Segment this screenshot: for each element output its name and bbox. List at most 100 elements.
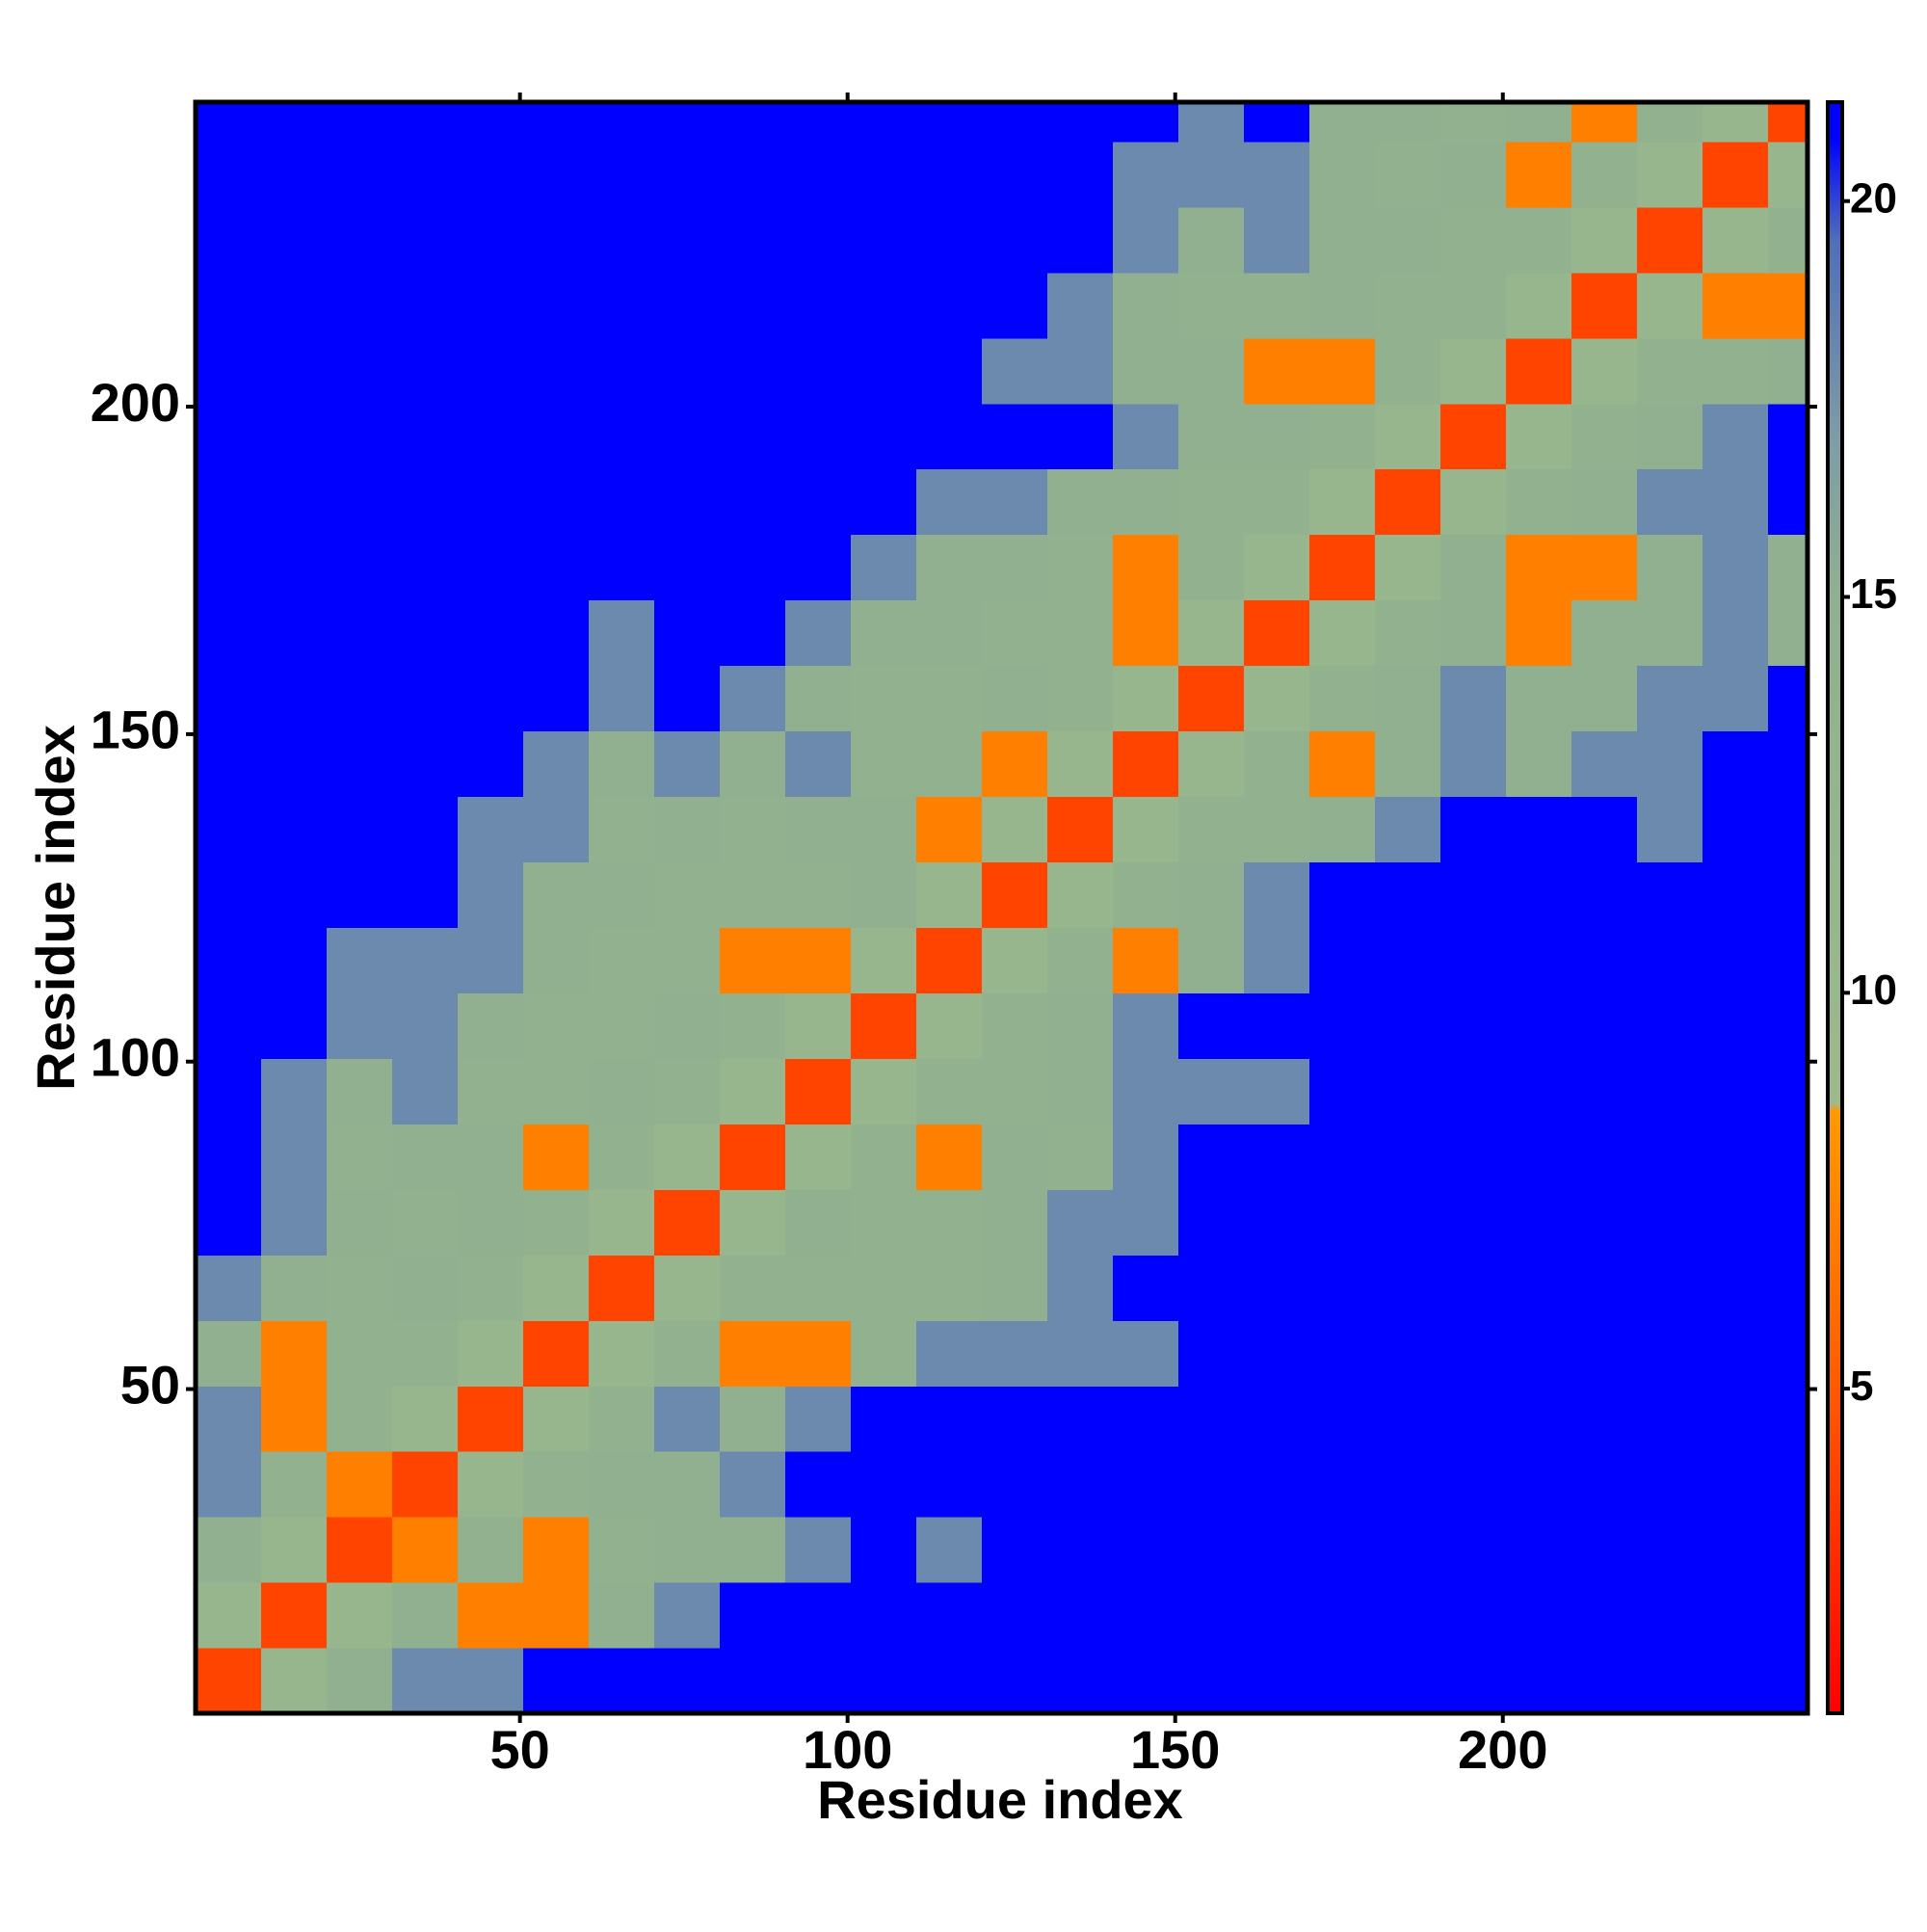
heatmap-cell	[1637, 1255, 1703, 1321]
heatmap-cell	[1244, 927, 1310, 993]
heatmap-cell	[1637, 730, 1703, 798]
y-tick-label: 200	[91, 372, 180, 433]
heatmap-cell	[720, 1648, 786, 1714]
heatmap-cell	[523, 403, 590, 470]
heatmap-cell	[1244, 1124, 1310, 1190]
heatmap-cell	[458, 102, 524, 143]
heatmap-cell	[851, 665, 917, 732]
heatmap-cell	[654, 1189, 721, 1256]
heatmap-cell	[1571, 665, 1638, 732]
heatmap-cell	[1113, 665, 1179, 732]
heatmap-cell	[1375, 337, 1441, 405]
heatmap-cell	[1571, 337, 1638, 405]
heatmap-cell	[261, 272, 328, 339]
x-axis-label: Residue index	[817, 1769, 1183, 1830]
heatmap-cell	[851, 468, 917, 536]
heatmap-cell	[1047, 272, 1114, 339]
heatmap-cell	[916, 927, 983, 993]
heatmap-cell	[916, 337, 983, 405]
heatmap-cell	[458, 1058, 524, 1125]
heatmap-cell	[1375, 1320, 1441, 1387]
heatmap-cell	[654, 599, 721, 667]
heatmap-cell	[1506, 1124, 1572, 1190]
heatmap-cell	[916, 992, 983, 1059]
heatmap-cell	[523, 1255, 590, 1321]
heatmap-cell	[1703, 665, 1769, 732]
heatmap-cell	[261, 861, 328, 928]
heatmap-cell	[916, 141, 983, 208]
heatmap-cell	[261, 1386, 328, 1452]
heatmap-cell	[1637, 1386, 1703, 1452]
heatmap-cell	[1703, 796, 1769, 863]
heatmap-cell	[916, 665, 983, 732]
heatmap-cell	[523, 1451, 590, 1518]
heatmap-cell	[1506, 1320, 1572, 1387]
heatmap-cell	[1047, 1058, 1114, 1125]
heatmap-cell	[1440, 730, 1507, 798]
heatmap-cell	[1047, 599, 1114, 667]
heatmap-cell	[1047, 206, 1114, 274]
colorbar-tick-label: 10	[1850, 966, 1897, 1014]
heatmap-cell	[523, 1517, 590, 1583]
heatmap-cell	[785, 206, 852, 274]
heatmap-cell	[458, 730, 524, 798]
heatmap-cell	[1047, 534, 1114, 601]
heatmap-cell	[1703, 141, 1769, 208]
heatmap-cell	[261, 796, 328, 863]
heatmap-cell	[1506, 206, 1572, 274]
heatmap-cell	[1244, 599, 1310, 667]
heatmap-cell	[1375, 1189, 1441, 1256]
heatmap-cell	[1178, 1058, 1245, 1125]
heatmap-cell	[1309, 141, 1376, 208]
heatmap-cell	[392, 1320, 459, 1387]
heatmap-cell	[1768, 1320, 1808, 1387]
x-tick-label: 200	[1458, 1719, 1547, 1780]
heatmap-cell	[1440, 1648, 1507, 1714]
colorbar-tick-label: 20	[1850, 174, 1897, 222]
heatmap-cell	[916, 1517, 983, 1583]
heatmap-cell	[1309, 1582, 1376, 1649]
heatmap-cell	[196, 861, 262, 928]
heatmap-cell	[1375, 927, 1441, 993]
heatmap-cell	[1571, 1582, 1638, 1649]
heatmap-cell	[1703, 1320, 1769, 1387]
heatmap-cell	[392, 665, 459, 732]
heatmap-cell	[654, 861, 721, 928]
heatmap-cell	[196, 1451, 262, 1518]
heatmap-cell	[1244, 102, 1310, 143]
heatmap-cell	[1375, 1124, 1441, 1190]
heatmap-cell	[1440, 1124, 1507, 1190]
heatmap-cell	[458, 272, 524, 339]
heatmap-cell	[196, 1582, 262, 1649]
heatmap-cell	[1309, 1451, 1376, 1518]
heatmap-cell	[1768, 1058, 1808, 1125]
heatmap-cell	[1309, 1517, 1376, 1583]
heatmap-cell	[327, 1386, 393, 1452]
heatmap-cell	[1768, 992, 1808, 1059]
heatmap-cell	[1440, 927, 1507, 993]
heatmap-cell	[1113, 1517, 1179, 1583]
y-tick-label: 50	[120, 1354, 180, 1415]
heatmap-cell	[458, 665, 524, 732]
heatmap-cell	[1703, 102, 1769, 143]
heatmap-cell	[589, 206, 655, 274]
heatmap-cell	[720, 102, 786, 143]
heatmap-cell	[851, 403, 917, 470]
heatmap-cell	[1637, 468, 1703, 536]
heatmap-cell	[458, 1582, 524, 1649]
heatmap-cell	[458, 1648, 524, 1714]
heatmap-cell	[327, 1517, 393, 1583]
heatmap-cell	[196, 534, 262, 601]
heatmap-cell	[1178, 1189, 1245, 1256]
heatmap-cell	[261, 206, 328, 274]
heatmap-cell	[916, 796, 983, 863]
colorbar-tick-label: 15	[1850, 570, 1897, 618]
heatmap-cell	[654, 534, 721, 601]
heatmap-cell	[1703, 272, 1769, 339]
heatmap-cell	[1244, 272, 1310, 339]
heatmap-cell	[1703, 534, 1769, 601]
heatmap-cell	[1178, 468, 1245, 536]
heatmap-cell	[327, 796, 393, 863]
heatmap-cell	[1571, 1255, 1638, 1321]
heatmap-cell	[1506, 534, 1572, 601]
